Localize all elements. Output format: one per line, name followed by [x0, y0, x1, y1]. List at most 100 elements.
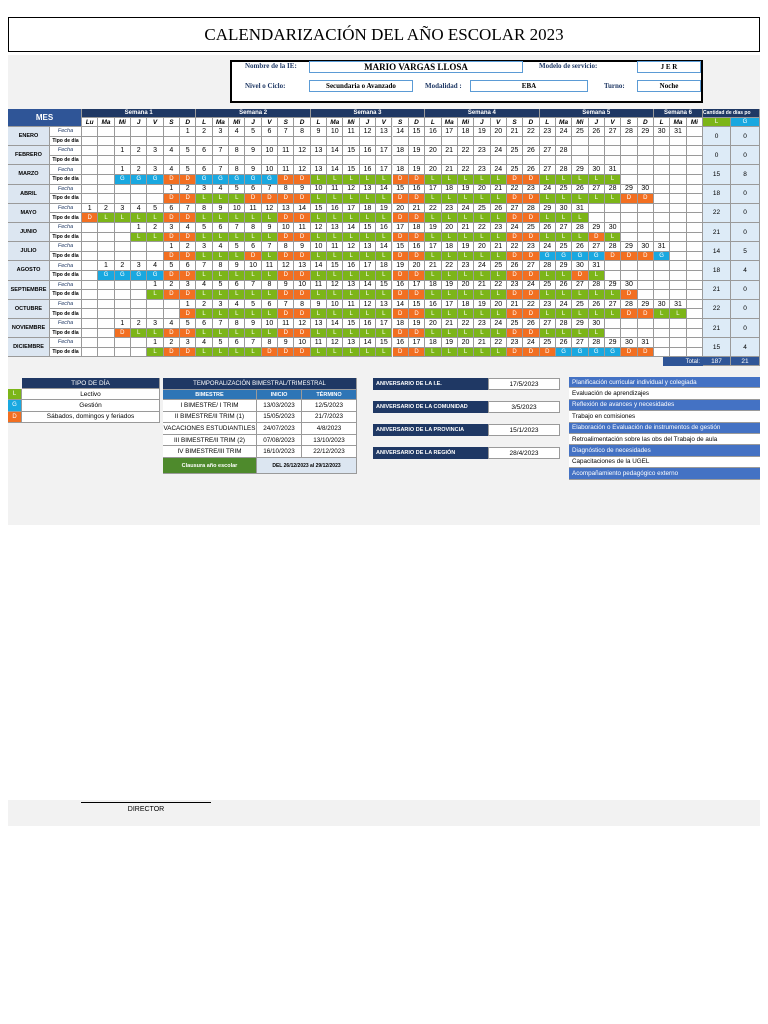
date-cell [653, 184, 671, 195]
day-header: L [425, 118, 442, 127]
date-cell: 23 [441, 203, 458, 214]
month-total: 21 [703, 280, 731, 300]
week-header: Semana 1 [82, 109, 197, 118]
day-type-cell: L [588, 309, 605, 319]
date-cell: 25 [572, 127, 589, 137]
date-cell: 13 [359, 184, 377, 195]
day-type-cell [686, 232, 703, 243]
date-cell: 21 [474, 338, 491, 348]
date-cell [686, 127, 703, 137]
date-cell [114, 299, 131, 310]
day-type-cell [114, 251, 131, 262]
day-type-cell: D [294, 271, 311, 281]
row-label: Tipo de día [50, 136, 82, 147]
day-type-cell: L [425, 194, 442, 204]
date-cell: 24 [506, 223, 524, 233]
date-cell: 25 [539, 280, 556, 291]
row-label: Fecha [50, 203, 82, 214]
day-type-cell: L [261, 232, 279, 243]
day-type-cell [82, 328, 99, 339]
date-cell: 14 [294, 203, 311, 214]
date-cell [131, 242, 148, 252]
month-name: FEBRERO [8, 146, 50, 166]
day-type-cell [686, 213, 703, 223]
date-cell: 9 [294, 184, 311, 195]
day-type-cell: L [245, 232, 262, 243]
day-type-cell: L [474, 309, 491, 319]
date-cell: 12 [359, 127, 377, 137]
day-type-cell: L [212, 347, 230, 358]
date-cell: 27 [539, 319, 556, 329]
date-cell [604, 146, 622, 156]
day-type-cell: L [261, 309, 279, 319]
date-cell: 22 [457, 146, 475, 156]
info-value: Noche [637, 80, 701, 92]
date-cell: 15 [376, 338, 393, 348]
day-header: L [310, 118, 328, 127]
day-type-cell: L [604, 232, 622, 243]
day-type-cell: D [163, 213, 181, 223]
legend-label: Lectivo [22, 389, 160, 401]
date-cell: 5 [245, 299, 262, 310]
day-type-cell: D [294, 347, 311, 358]
date-cell [604, 203, 622, 214]
day-type-cell [588, 136, 605, 147]
date-cell: 29 [604, 338, 622, 348]
day-type-cell [147, 194, 164, 204]
day-type-cell: D [506, 347, 524, 358]
date-cell: 11 [343, 299, 360, 310]
date-cell: 22 [506, 184, 524, 195]
day-type-cell: D [163, 175, 181, 185]
date-cell: 16 [327, 203, 344, 214]
day-type-cell: L [359, 251, 377, 262]
day-type-cell [376, 136, 393, 147]
day-type-cell: L [212, 213, 230, 223]
date-cell: 10 [278, 223, 295, 233]
day-type-cell: L [98, 213, 115, 223]
day-type-cell [359, 136, 377, 147]
date-cell: 13 [278, 203, 295, 214]
day-type-cell: D [278, 290, 295, 300]
date-cell: 29 [572, 165, 589, 175]
date-cell: 29 [604, 280, 622, 291]
day-type-cell: L [376, 347, 393, 358]
date-cell: 30 [588, 165, 605, 175]
date-cell: 28 [621, 299, 638, 310]
day-type-cell: L [441, 290, 458, 300]
day-type-cell: D [506, 251, 524, 262]
month-name: ABRIL [8, 184, 50, 204]
date-cell: 27 [555, 223, 573, 233]
date-cell: 11 [278, 146, 295, 156]
day-type-cell: D [523, 271, 540, 281]
day-type-cell: L [327, 194, 344, 204]
date-cell: 17 [441, 299, 458, 310]
date-cell [114, 338, 131, 348]
date-cell [131, 280, 148, 291]
day-type-cell [327, 155, 344, 166]
day-type-cell [637, 290, 654, 300]
date-cell [670, 165, 687, 175]
day-type-cell: L [425, 232, 442, 243]
day-type-cell [98, 232, 115, 243]
date-cell: 25 [474, 203, 491, 214]
date-cell: 31 [653, 242, 671, 252]
date-cell: 2 [114, 261, 131, 271]
info-label: Turno: [604, 82, 625, 90]
date-cell: 3 [147, 319, 164, 329]
day-type-cell: L [376, 309, 393, 319]
date-cell: 11 [343, 127, 360, 137]
day-type-cell [621, 328, 638, 339]
date-cell: 20 [392, 203, 409, 214]
date-cell [621, 319, 638, 329]
info-label: Nivel o Ciclo: [245, 82, 286, 90]
day-type-cell [670, 155, 687, 166]
date-cell [670, 242, 687, 252]
date-cell: 28 [523, 203, 540, 214]
date-cell: 4 [131, 203, 148, 214]
day-type-cell [686, 194, 703, 204]
day-type-cell: D [408, 290, 426, 300]
row-label: Tipo de día [50, 347, 82, 358]
day-type-cell [506, 136, 524, 147]
day-type-cell: G [261, 175, 279, 185]
date-cell [670, 184, 687, 195]
